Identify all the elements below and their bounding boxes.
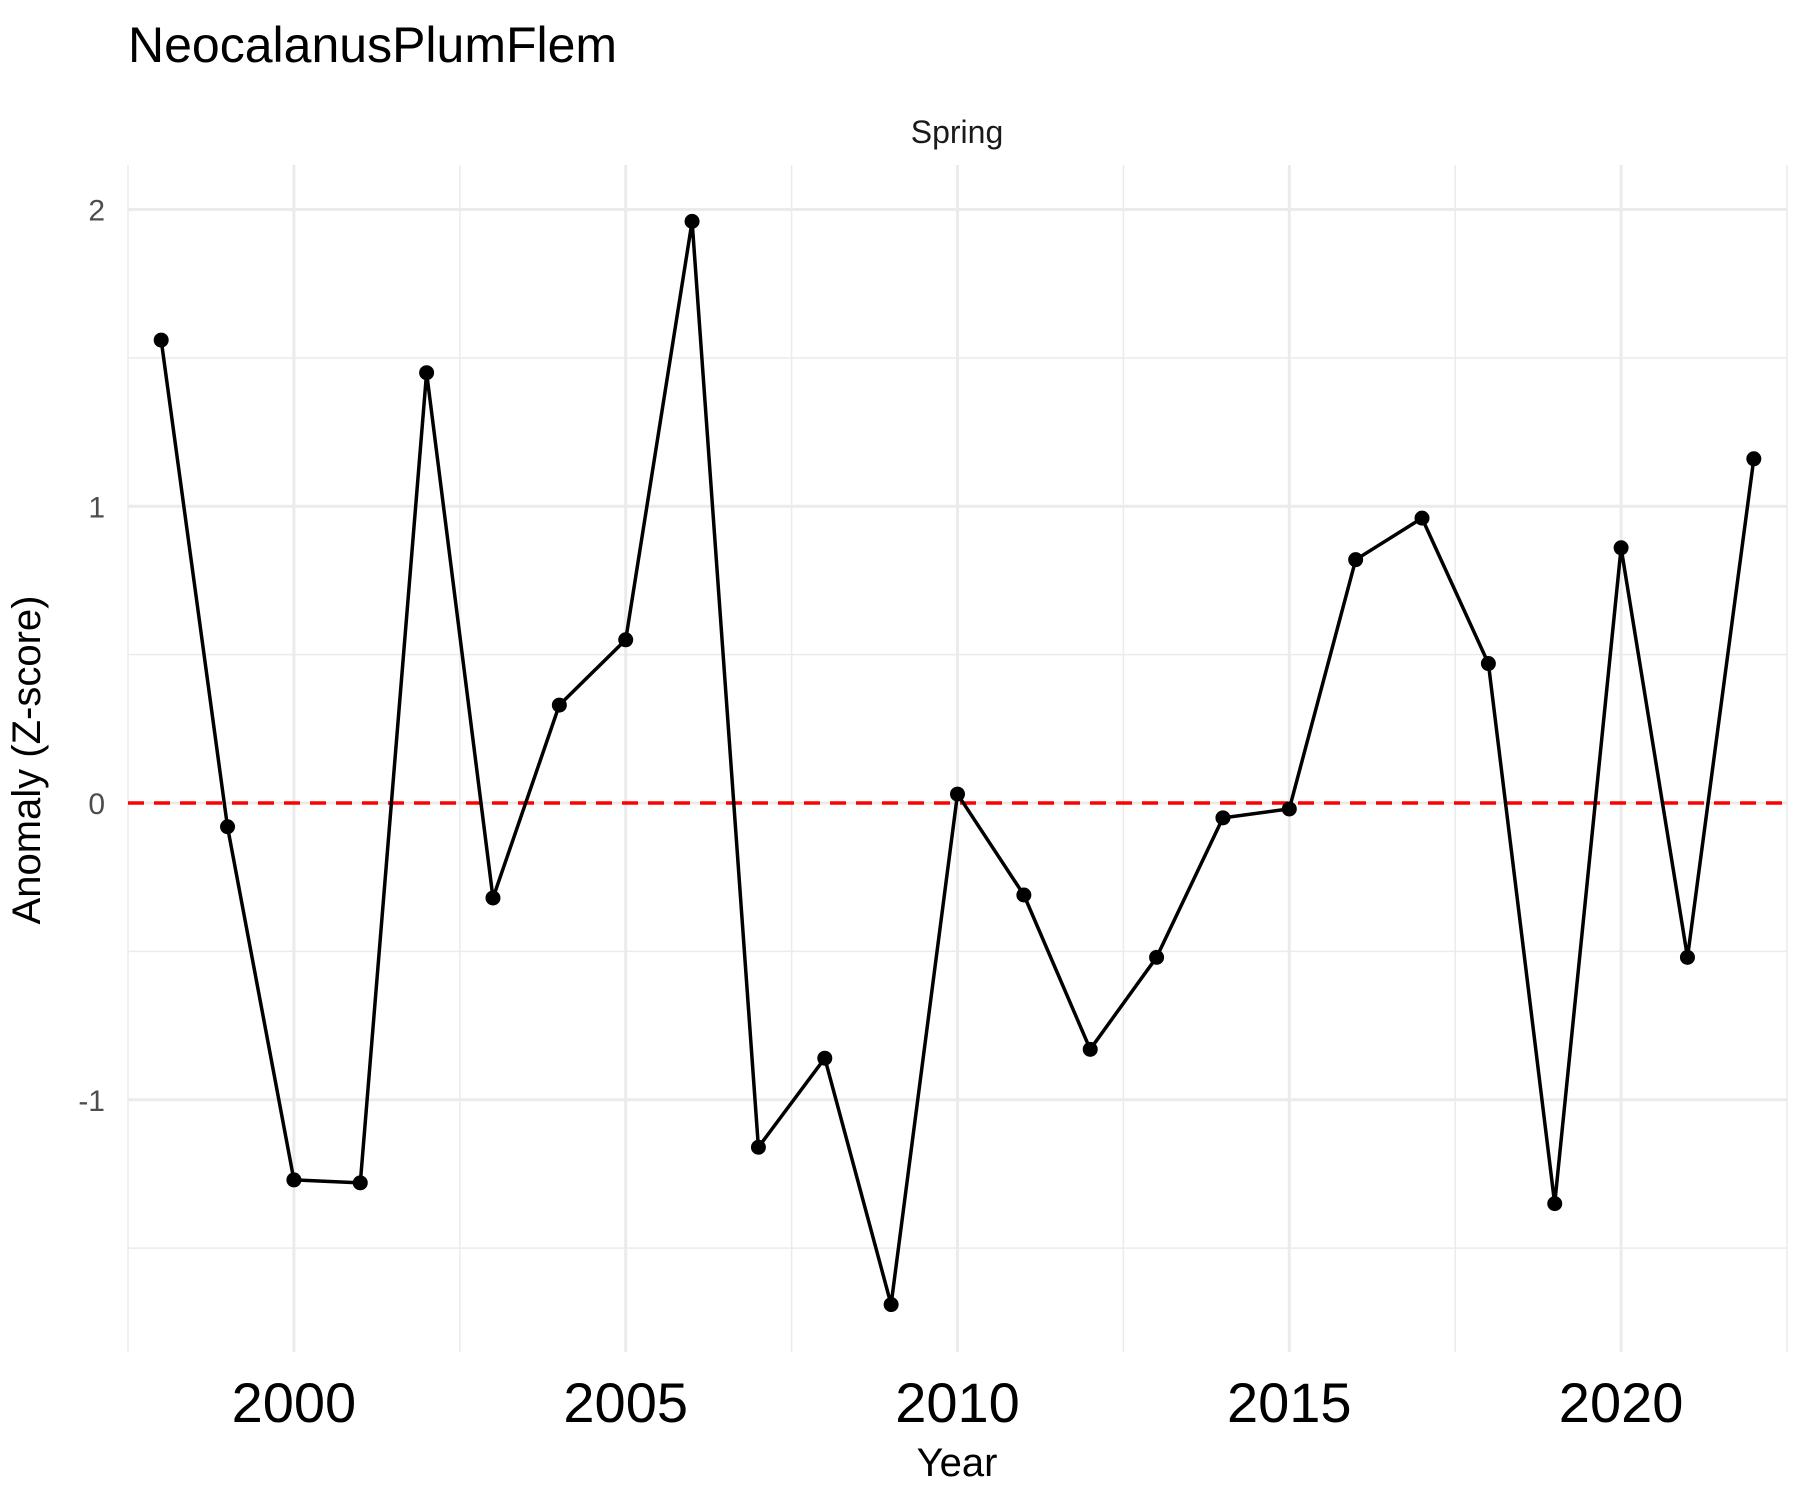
x-tick-label: 2015 [1227, 1371, 1352, 1434]
y-tick-label: -1 [78, 1085, 105, 1118]
data-point [1149, 949, 1165, 965]
data-point [950, 786, 965, 802]
data-point [1016, 887, 1032, 903]
data-point [817, 1050, 833, 1066]
data-point [750, 1139, 766, 1155]
data-point [153, 332, 169, 348]
y-axis-label: Anomaly (Z-score) [5, 596, 49, 925]
grid-lines [127, 165, 1788, 1352]
data-point [551, 697, 567, 713]
data-point [1547, 1196, 1563, 1212]
y-axis-ticks: -1 0 1 2 [78, 195, 105, 1118]
y-tick-label: 2 [88, 195, 105, 228]
x-tick-label: 2000 [232, 1371, 357, 1434]
data-point [286, 1172, 302, 1188]
data-point [1414, 510, 1430, 526]
data-points [153, 213, 1762, 1313]
x-tick-label: 2020 [1559, 1371, 1684, 1434]
data-point [1281, 801, 1297, 817]
data-point [1746, 451, 1762, 467]
data-point [220, 819, 236, 835]
x-tick-label: 2010 [895, 1371, 1020, 1434]
y-tick-label: 1 [88, 491, 105, 524]
data-point [1215, 810, 1231, 826]
x-axis-label: Year [917, 1441, 998, 1485]
y-tick-label: 0 [88, 788, 105, 821]
facet-strip-label: Spring [911, 114, 1004, 150]
data-point [1348, 552, 1364, 568]
data-point [1679, 949, 1695, 965]
data-point [485, 890, 501, 906]
x-axis-ticks: 2000 2005 2010 2015 2020 [232, 1371, 1684, 1434]
data-point [352, 1175, 368, 1191]
chart-title: NeocalanusPlumFlem [128, 17, 617, 73]
data-point [1613, 540, 1629, 556]
data-point [618, 632, 634, 648]
data-point [883, 1297, 899, 1313]
data-point [684, 213, 700, 229]
data-point [1082, 1041, 1098, 1057]
x-tick-label: 2005 [563, 1371, 688, 1434]
data-point [1480, 656, 1496, 672]
data-point [419, 365, 435, 381]
